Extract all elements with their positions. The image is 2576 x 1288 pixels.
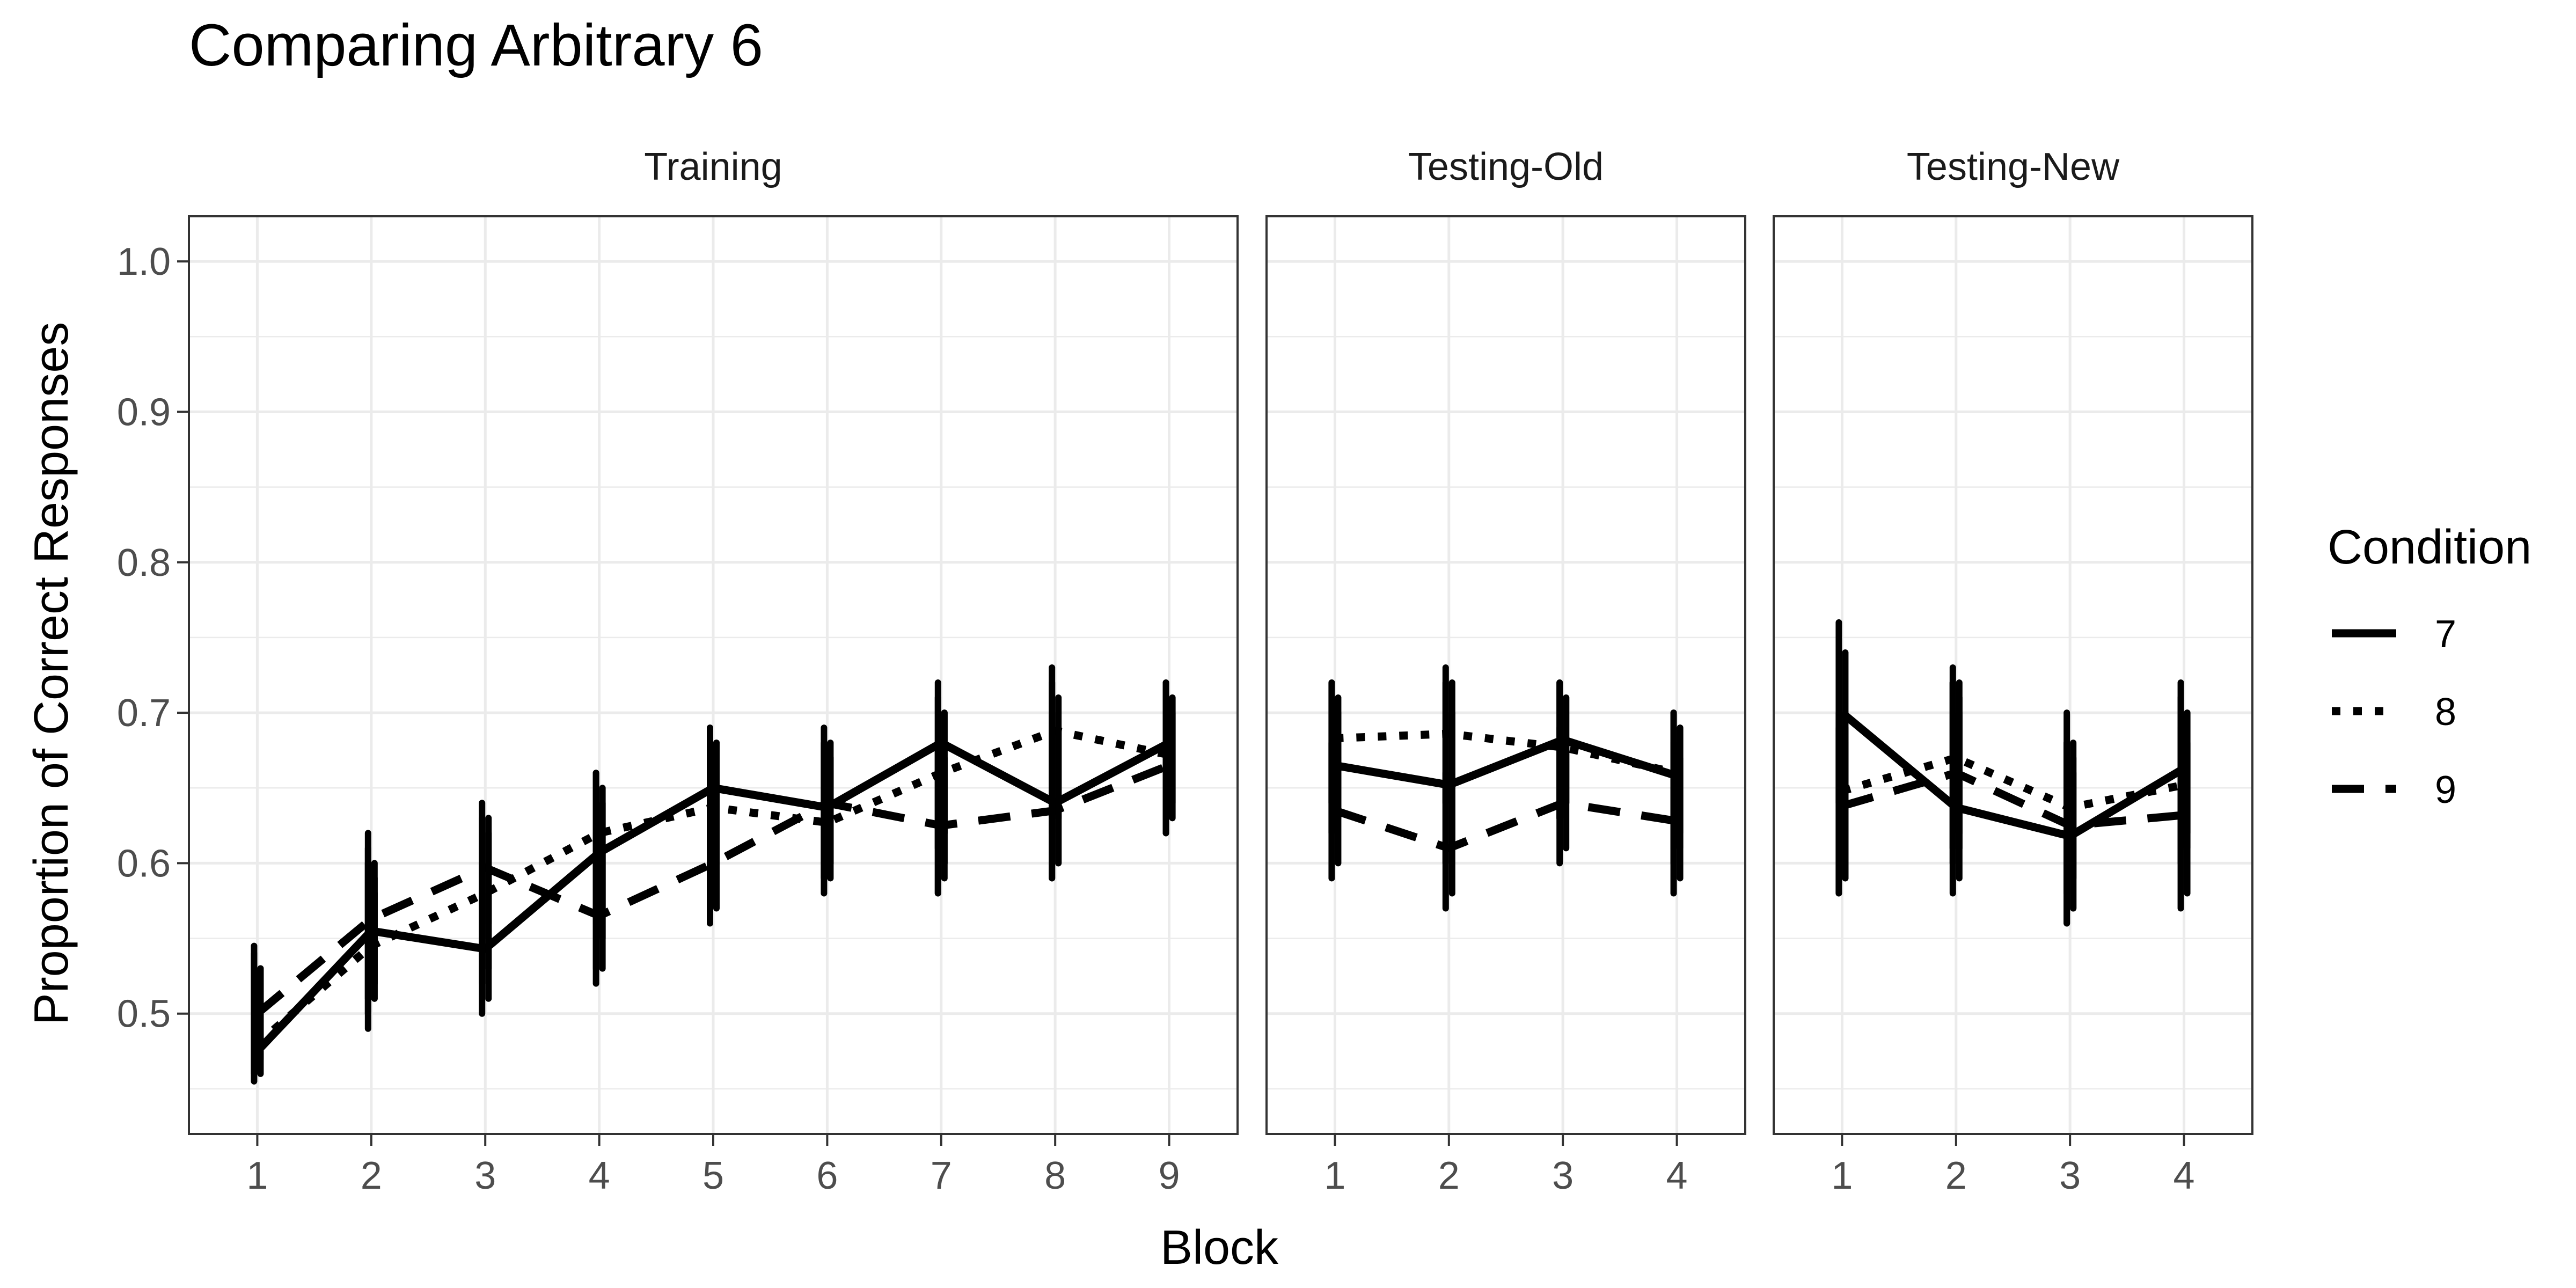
series-line <box>1841 753 2185 812</box>
series-9 <box>251 694 1176 1077</box>
x-tick-label: 1 <box>246 1154 268 1197</box>
series-line <box>1841 769 2185 830</box>
panel-testing-old: Testing-Old 1 2 3 4 <box>1265 145 1746 1197</box>
y-tick-label: 0.6 <box>117 842 171 885</box>
y-axis: 0.5 0.6 0.7 0.8 0.9 1.0 <box>117 240 189 1036</box>
panel-title: Testing-Old <box>1408 145 1604 188</box>
panel-background <box>1774 216 2252 1134</box>
x-tick-label: 4 <box>1666 1154 1688 1197</box>
y-tick-label: 1.0 <box>117 240 171 283</box>
legend-title: Condition <box>2328 521 2531 574</box>
y-tick-label: 0.7 <box>117 692 171 735</box>
y-tick-label: 0.8 <box>117 541 171 584</box>
x-tick-label: 4 <box>589 1154 610 1197</box>
panel-border <box>1773 215 2253 1135</box>
legend-label: 8 <box>2435 691 2456 734</box>
series-9 <box>1328 724 1684 912</box>
chart-title: Comparing Arbitrary 6 <box>189 12 763 78</box>
panel-border <box>1265 215 1746 1135</box>
legend-label: 7 <box>2435 613 2456 656</box>
x-tick-label: 7 <box>931 1154 952 1197</box>
x-tick-label: 2 <box>1945 1154 1967 1197</box>
x-tick-label: 5 <box>702 1154 724 1197</box>
y-axis-label: Proportion of Correct Responses <box>25 322 78 1026</box>
legend-label: 9 <box>2435 769 2456 811</box>
x-axis-label: Block <box>1160 1221 1279 1275</box>
panel-training: Training 1 2 3 4 5 6 7 8 9 <box>188 145 1239 1197</box>
panel-testing-new: Testing-New 1 2 3 4 <box>1773 145 2253 1197</box>
x-tick-label: 2 <box>361 1154 382 1197</box>
y-tick-label: 0.5 <box>117 993 171 1036</box>
series-line <box>1334 799 1678 852</box>
x-tick-label: 1 <box>1324 1154 1345 1197</box>
panel-background <box>1267 216 1745 1134</box>
x-tick-label: 3 <box>474 1154 496 1197</box>
x-tick-label: 1 <box>1831 1154 1853 1197</box>
series-line <box>1335 729 1678 777</box>
y-tick-label: 0.9 <box>117 391 171 434</box>
series-line <box>1839 709 2186 840</box>
x-tick-label: 8 <box>1044 1154 1066 1197</box>
x-tick-label: 6 <box>816 1154 838 1197</box>
x-tick-label: 2 <box>1438 1154 1460 1197</box>
x-tick-label: 3 <box>2059 1154 2081 1197</box>
series-9 <box>1835 679 2191 927</box>
legend: Condition 7 8 9 <box>2328 521 2531 811</box>
panel-title: Training <box>644 145 782 188</box>
series-line <box>254 762 1171 1017</box>
x-tick-label: 3 <box>1552 1154 1574 1197</box>
panel-title: Testing-New <box>1907 145 2120 188</box>
x-tick-label: 4 <box>2174 1154 2195 1197</box>
x-tick-label: 9 <box>1159 1154 1180 1197</box>
